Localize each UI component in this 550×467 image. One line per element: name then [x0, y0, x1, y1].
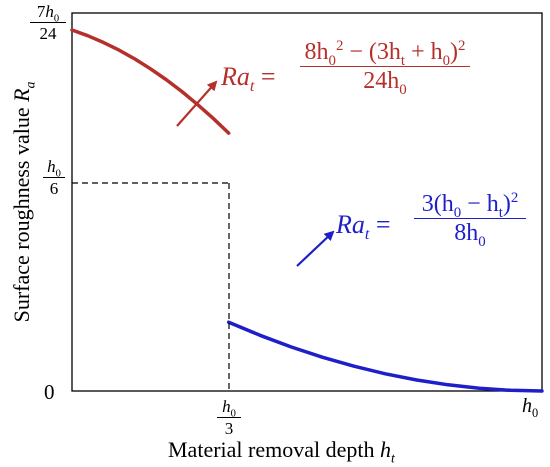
y-tick-label-zero: 0: [44, 380, 55, 404]
blue-formula-lhs: Rat =: [336, 210, 391, 244]
red-formula-lhs: Rat =: [221, 62, 276, 96]
series-line-2: [226, 320, 544, 393]
series-line-1: [70, 28, 231, 135]
red-formula-fraction: 8h02 − (3ht + h0)2 24h0: [300, 39, 470, 97]
curves-group: [70, 28, 544, 393]
blue-formula-fraction: 3(h0 − ht)2 8h0: [414, 191, 526, 249]
x-tick-label-mid: h0 3: [217, 398, 241, 437]
red-arrow: [176, 80, 218, 127]
blue-arrow: [296, 230, 335, 267]
plot-frame: [71, 12, 543, 392]
y-tick-label-mid: h0 6: [43, 158, 65, 197]
y-axis-label: Surface roughness value Ra: [9, 81, 38, 323]
x-axis-label: Material removal depth ht: [168, 437, 395, 466]
x-tick-label-end: h0: [522, 395, 539, 420]
y-tick-label-top: 7h0 24: [30, 3, 66, 42]
